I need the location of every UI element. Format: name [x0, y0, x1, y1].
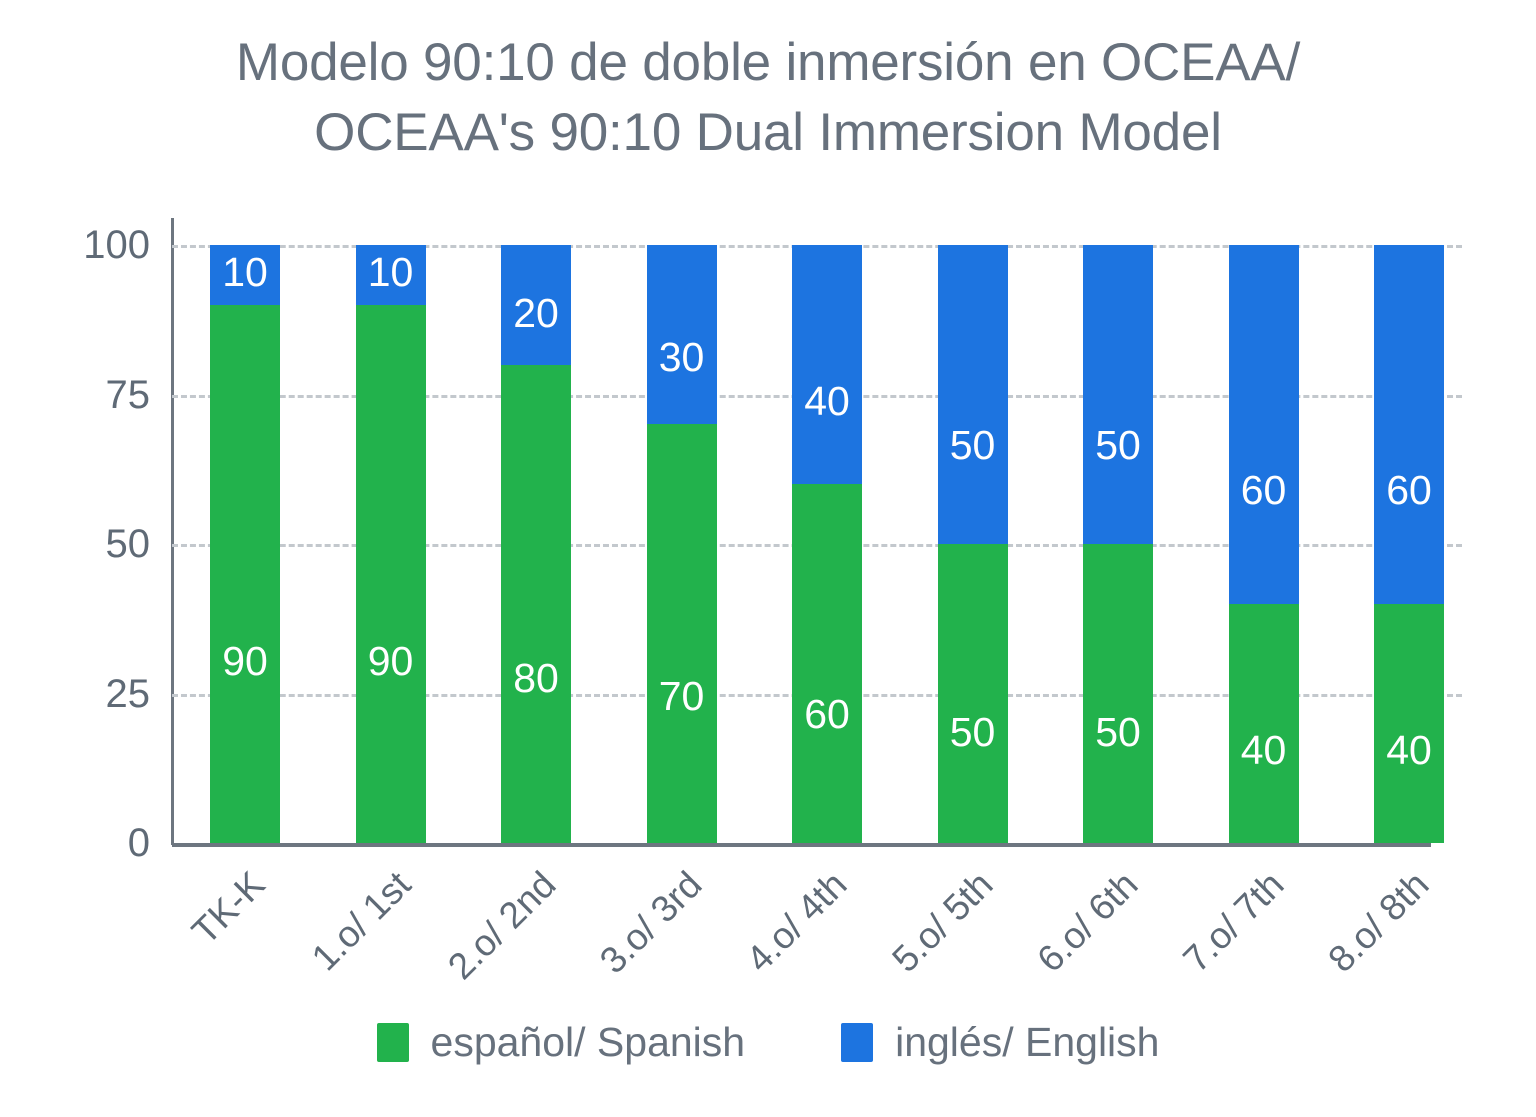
- bar-segment-english[interactable]: [937, 245, 1008, 544]
- y-axis-tick-labels: 0 25 50 75 100: [30, 225, 151, 863]
- bar-value-label-english: 50: [949, 422, 996, 469]
- bar-value-label-spanish: 80: [513, 655, 559, 702]
- bar-group[interactable]: 90 10: [210, 245, 280, 843]
- legend-label: inglés/ English: [895, 1019, 1160, 1065]
- bar-group[interactable]: 50 50: [937, 245, 1008, 843]
- bar-value-label-spanish: 40: [1386, 727, 1432, 774]
- x-axis-line: [172, 843, 1431, 847]
- bar-value-label-english: 60: [1386, 466, 1432, 513]
- bar-segment-english[interactable]: [1374, 245, 1444, 604]
- chart-title: Modelo 90:10 de doble inmersión en OCEAA…: [235, 33, 1301, 162]
- bar-group[interactable]: 90 10: [355, 245, 426, 843]
- bar-value-label-english: 60: [1240, 466, 1287, 513]
- bar-value-label-english: 40: [804, 378, 850, 425]
- bar-series-group: 90 10 90 10 80 20 70 30 60 40 50 50 50 50 40 60 40 60: [172, 245, 1462, 843]
- bar-value-label-spanish: 70: [658, 673, 705, 720]
- legend-item[interactable]: español/ Spanish: [376, 1019, 746, 1065]
- y-axis-tick-label: 0: [127, 821, 150, 865]
- bar-value-label-english: 50: [1095, 422, 1141, 469]
- bar-value-label-spanish: 60: [804, 691, 850, 738]
- bar-segment-spanish[interactable]: [355, 304, 426, 843]
- bar-value-label-english: 10: [222, 249, 268, 295]
- bar-segment-spanish[interactable]: [1228, 603, 1299, 843]
- legend-label: español/ Spanish: [430, 1019, 746, 1065]
- bar-value-label-spanish: 90: [222, 637, 268, 684]
- bar-segment-english[interactable]: [1083, 245, 1153, 544]
- bar-value-label-spanish: 50: [1095, 709, 1141, 756]
- bar-value-label-english: 20: [513, 289, 559, 336]
- bar-segment-english[interactable]: [1228, 245, 1299, 604]
- bar-value-label-spanish: 90: [367, 637, 414, 684]
- y-axis-tick-label: 25: [105, 671, 151, 716]
- bar-value-label-spanish: 40: [1240, 727, 1287, 774]
- bar-group[interactable]: 80 20: [501, 245, 571, 843]
- legend-swatch-icon: [376, 1023, 409, 1062]
- legend-swatch-icon: [841, 1023, 874, 1062]
- bar-group[interactable]: 70 30: [646, 245, 717, 843]
- x-axis-tick-labels: TK-K 1.o/ 1st 2.o/ 2nd 3.o/ 3rd 4.o/ 4th 5.o/…: [172, 843, 1462, 1023]
- y-axis-tick-label: 100: [83, 223, 150, 267]
- bar-value-label-english: 30: [658, 333, 705, 380]
- bar-segment-spanish[interactable]: [1083, 544, 1153, 843]
- y-axis-tick-label: 50: [105, 522, 151, 566]
- bar-segment-english[interactable]: [355, 245, 426, 305]
- legend-item[interactable]: inglés/ English: [841, 1022, 1159, 1063]
- bar-value-label-spanish: 50: [949, 709, 996, 756]
- bar-segment-spanish[interactable]: [792, 484, 862, 843]
- bar-segment-spanish[interactable]: [501, 364, 571, 843]
- bar-segment-spanish[interactable]: [1374, 603, 1444, 843]
- bar-segment-spanish[interactable]: [937, 544, 1008, 843]
- bar-segment-english[interactable]: [501, 245, 571, 365]
- bar-segment-english[interactable]: [210, 245, 280, 305]
- bar-group[interactable]: 50 50: [1083, 245, 1153, 843]
- bar-segment-english[interactable]: [646, 245, 717, 425]
- bar-segment-spanish[interactable]: [210, 304, 280, 843]
- bar-segment-spanish[interactable]: [646, 424, 717, 843]
- plot-area: 90 10 90 10 80 20 70 30 60 40 50 50 50 50 40 60 40 60: [172, 245, 1462, 843]
- bar-segment-english[interactable]: [792, 245, 862, 485]
- bar-value-label-english: 10: [367, 249, 414, 295]
- bar-group[interactable]: 40 60: [1374, 245, 1444, 843]
- bar-group[interactable]: 40 60: [1228, 245, 1299, 843]
- y-axis-line: [171, 218, 174, 845]
- y-axis-tick-label: 75: [105, 372, 151, 417]
- chart-legend: español/ Spanish inglés/ English: [0, 1022, 1536, 1063]
- bar-group[interactable]: 60 40: [792, 245, 862, 843]
